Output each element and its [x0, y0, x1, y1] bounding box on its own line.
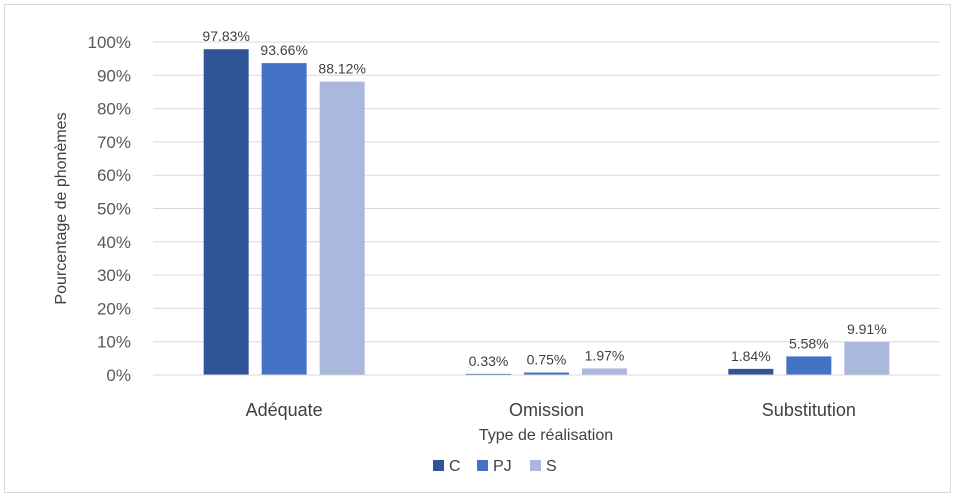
- legend-swatch-pj: [477, 460, 488, 471]
- y-tick-label: 10%: [97, 333, 131, 352]
- bar-c-0: [203, 49, 249, 375]
- data-label: 88.12%: [318, 61, 365, 77]
- y-tick-label: 0%: [106, 366, 131, 385]
- data-labels: 97.83% 93.66% 88.12% 0.33% 0.75% 1.97% 1.84% 5.…: [202, 28, 886, 369]
- y-tick-label: 40%: [97, 233, 131, 252]
- bar-pj-1: [524, 372, 569, 375]
- data-label: 5.58%: [789, 335, 829, 351]
- data-label: 1.84%: [731, 348, 771, 364]
- legend: C PJ S: [433, 458, 557, 475]
- data-label: 93.66%: [260, 42, 307, 58]
- data-label: 9.91%: [847, 321, 887, 337]
- category-label: Substitution: [762, 400, 856, 420]
- y-tick-label: 100%: [88, 33, 131, 52]
- bar-c-2: [728, 368, 774, 375]
- y-axis-title: Pourcentage de phonèmes: [53, 112, 70, 304]
- bar-c-1: [466, 373, 511, 375]
- y-tick-label: 30%: [97, 266, 131, 285]
- y-tick-label: 20%: [97, 299, 131, 318]
- bar-s-0: [319, 81, 365, 376]
- bar-s-1: [582, 368, 627, 375]
- x-axis-categories: Adéquate Omission Substitution: [246, 400, 856, 420]
- bar-s-2: [844, 341, 890, 375]
- chart-frame: [4, 4, 951, 493]
- x-axis-title: Type de réalisation: [479, 427, 613, 444]
- y-tick-label: 90%: [97, 66, 131, 85]
- y-tick-label: 60%: [97, 166, 131, 185]
- y-tick-label: 70%: [97, 133, 131, 152]
- category-label: Adéquate: [246, 400, 323, 420]
- y-tick-label: 50%: [97, 200, 131, 219]
- legend-swatch-s: [530, 460, 541, 471]
- legend-label: C: [449, 458, 461, 475]
- legend-label: PJ: [493, 458, 512, 475]
- data-label: 0.75%: [527, 352, 567, 368]
- bar-pj-2: [786, 356, 832, 375]
- legend-swatch-c: [433, 460, 444, 471]
- data-label: 0.33%: [469, 353, 509, 369]
- y-axis-ticks: 0% 10% 20% 30% 40% 50% 60% 70% 80% 90% 100%: [88, 33, 131, 385]
- y-tick-label: 80%: [97, 100, 131, 119]
- data-label: 97.83%: [202, 28, 249, 44]
- bars: [203, 49, 890, 376]
- data-label: 1.97%: [585, 347, 625, 363]
- legend-label: S: [546, 458, 557, 475]
- bar-pj-0: [261, 63, 307, 375]
- category-label: Omission: [509, 400, 584, 420]
